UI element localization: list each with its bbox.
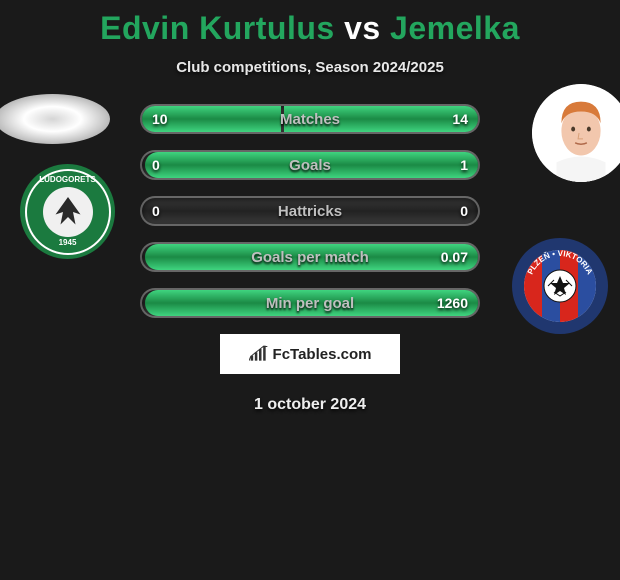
stat-value-right: 0 (460, 196, 468, 226)
stat-label: Goals (140, 150, 480, 180)
player2-avatar (532, 84, 620, 182)
badge-inner (43, 187, 93, 237)
stat-value-left: 0 (152, 150, 160, 180)
badge-text-top: LUDOGORETS (39, 175, 95, 184)
eagle-icon (43, 187, 93, 237)
player1-name: Edvin Kurtulus (100, 10, 335, 46)
bar-chart-icon (249, 345, 269, 363)
stat-value-right: 1260 (437, 288, 468, 318)
brand-attribution[interactable]: FcTables.com (220, 334, 400, 374)
player1-club-badge: LUDOGORETS 1945 (20, 164, 115, 259)
stat-value-right: 0.07 (441, 242, 468, 272)
badge-ring: LUDOGORETS 1945 (25, 169, 111, 255)
content-area: LUDOGORETS 1945 (0, 104, 620, 414)
badge-text-bottom: 1945 (59, 238, 77, 247)
stat-label: Min per goal (140, 288, 480, 318)
player2-name: Jemelka (390, 10, 520, 46)
stats-bars: Matches1014Goals01Hattricks00Goals per m… (140, 104, 480, 318)
stat-value-right: 14 (452, 104, 468, 134)
stat-row: Min per goal1260 (140, 288, 480, 318)
player1-avatar (0, 94, 110, 144)
stat-row: Goals per match0.07 (140, 242, 480, 272)
stat-value-left: 0 (152, 196, 160, 226)
stat-value-left: 10 (152, 104, 168, 134)
stat-row: Hattricks0 0 (140, 196, 480, 226)
brand-text: FcTables.com (273, 346, 372, 363)
stat-row: Goals0 1 (140, 150, 480, 180)
stat-value-right: 1 (460, 150, 468, 180)
subtitle: Club competitions, Season 2024/2025 (0, 59, 620, 76)
vs-text: vs (344, 10, 381, 46)
comparison-title: Edvin Kurtulus vs Jemelka (0, 0, 620, 47)
stat-label: Matches (140, 104, 480, 134)
stat-label: Goals per match (140, 242, 480, 272)
stat-label: Hattricks (140, 196, 480, 226)
player2-club-badge: PLZEŇ • VIKTORIA (510, 236, 610, 336)
date-text: 1 october 2024 (0, 396, 620, 414)
stat-row: Matches10 14 (140, 104, 480, 134)
